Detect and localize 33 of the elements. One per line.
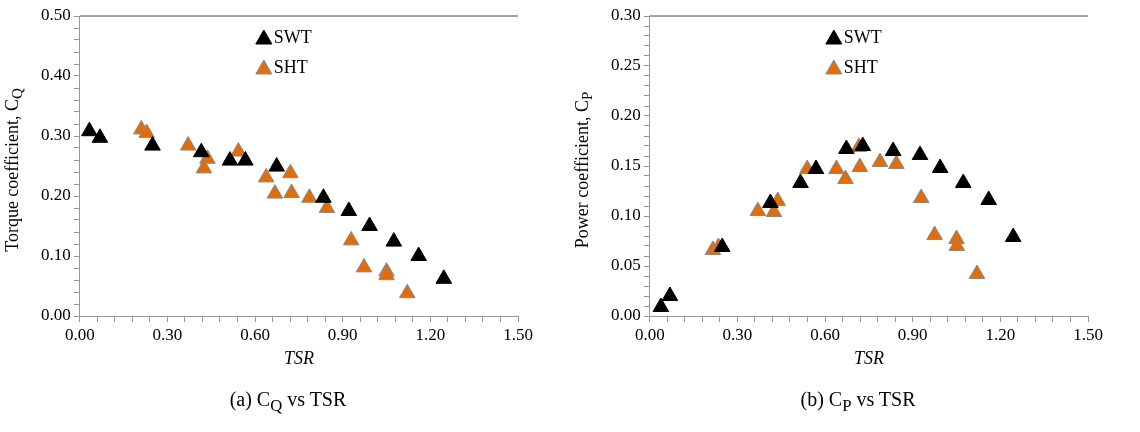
legend-label: SHT (843, 56, 878, 77)
y-tick-label: 0.00 (611, 305, 641, 325)
x-axis-title: TSR (853, 347, 884, 368)
x-tick-label: 0.90 (327, 324, 358, 344)
y-tick-label: 0.20 (611, 105, 641, 125)
x-tick-label: 1.20 (985, 324, 1016, 344)
y-tick-label: 0.40 (41, 65, 71, 85)
x-tick-label: 0.00 (64, 324, 95, 344)
y-tick-label: 0.20 (41, 185, 71, 205)
x-tick-label: 0.90 (897, 324, 928, 344)
y-tick-label: 0.05 (611, 255, 641, 275)
y-tick-label: 0.30 (41, 125, 71, 145)
x-tick-label: 0.30 (722, 324, 753, 344)
legend-label: SWT (843, 26, 882, 47)
text: (a) C$_{Q}$ vs TSR (228, 388, 348, 416)
x-tick-label: 0.60 (240, 324, 270, 344)
y-tick-label: 0.50 (41, 5, 71, 25)
x-tick-label: 1.20 (415, 324, 446, 344)
text: (b) C$_{P}$ vs TSR (799, 388, 917, 416)
legend-label: SWT (273, 26, 312, 47)
y-tick-label: 0.30 (611, 5, 641, 25)
x-tick-label: 0.60 (810, 324, 840, 344)
x-axis-title: TSR (283, 347, 314, 368)
y-tick-label: 0.25 (611, 55, 641, 75)
x-tick-label: 1.50 (1073, 324, 1103, 344)
y-tick-label: 0.15 (611, 155, 641, 175)
x-tick-label: 0.30 (152, 324, 183, 344)
y-tick-label: 0.10 (611, 205, 641, 225)
y-tick-label: 0.10 (41, 245, 71, 265)
x-tick-label: 0.00 (634, 324, 665, 344)
legend-label: SHT (273, 56, 308, 77)
x-tick-label: 1.50 (503, 324, 533, 344)
y-tick-label: 0.00 (41, 305, 71, 325)
